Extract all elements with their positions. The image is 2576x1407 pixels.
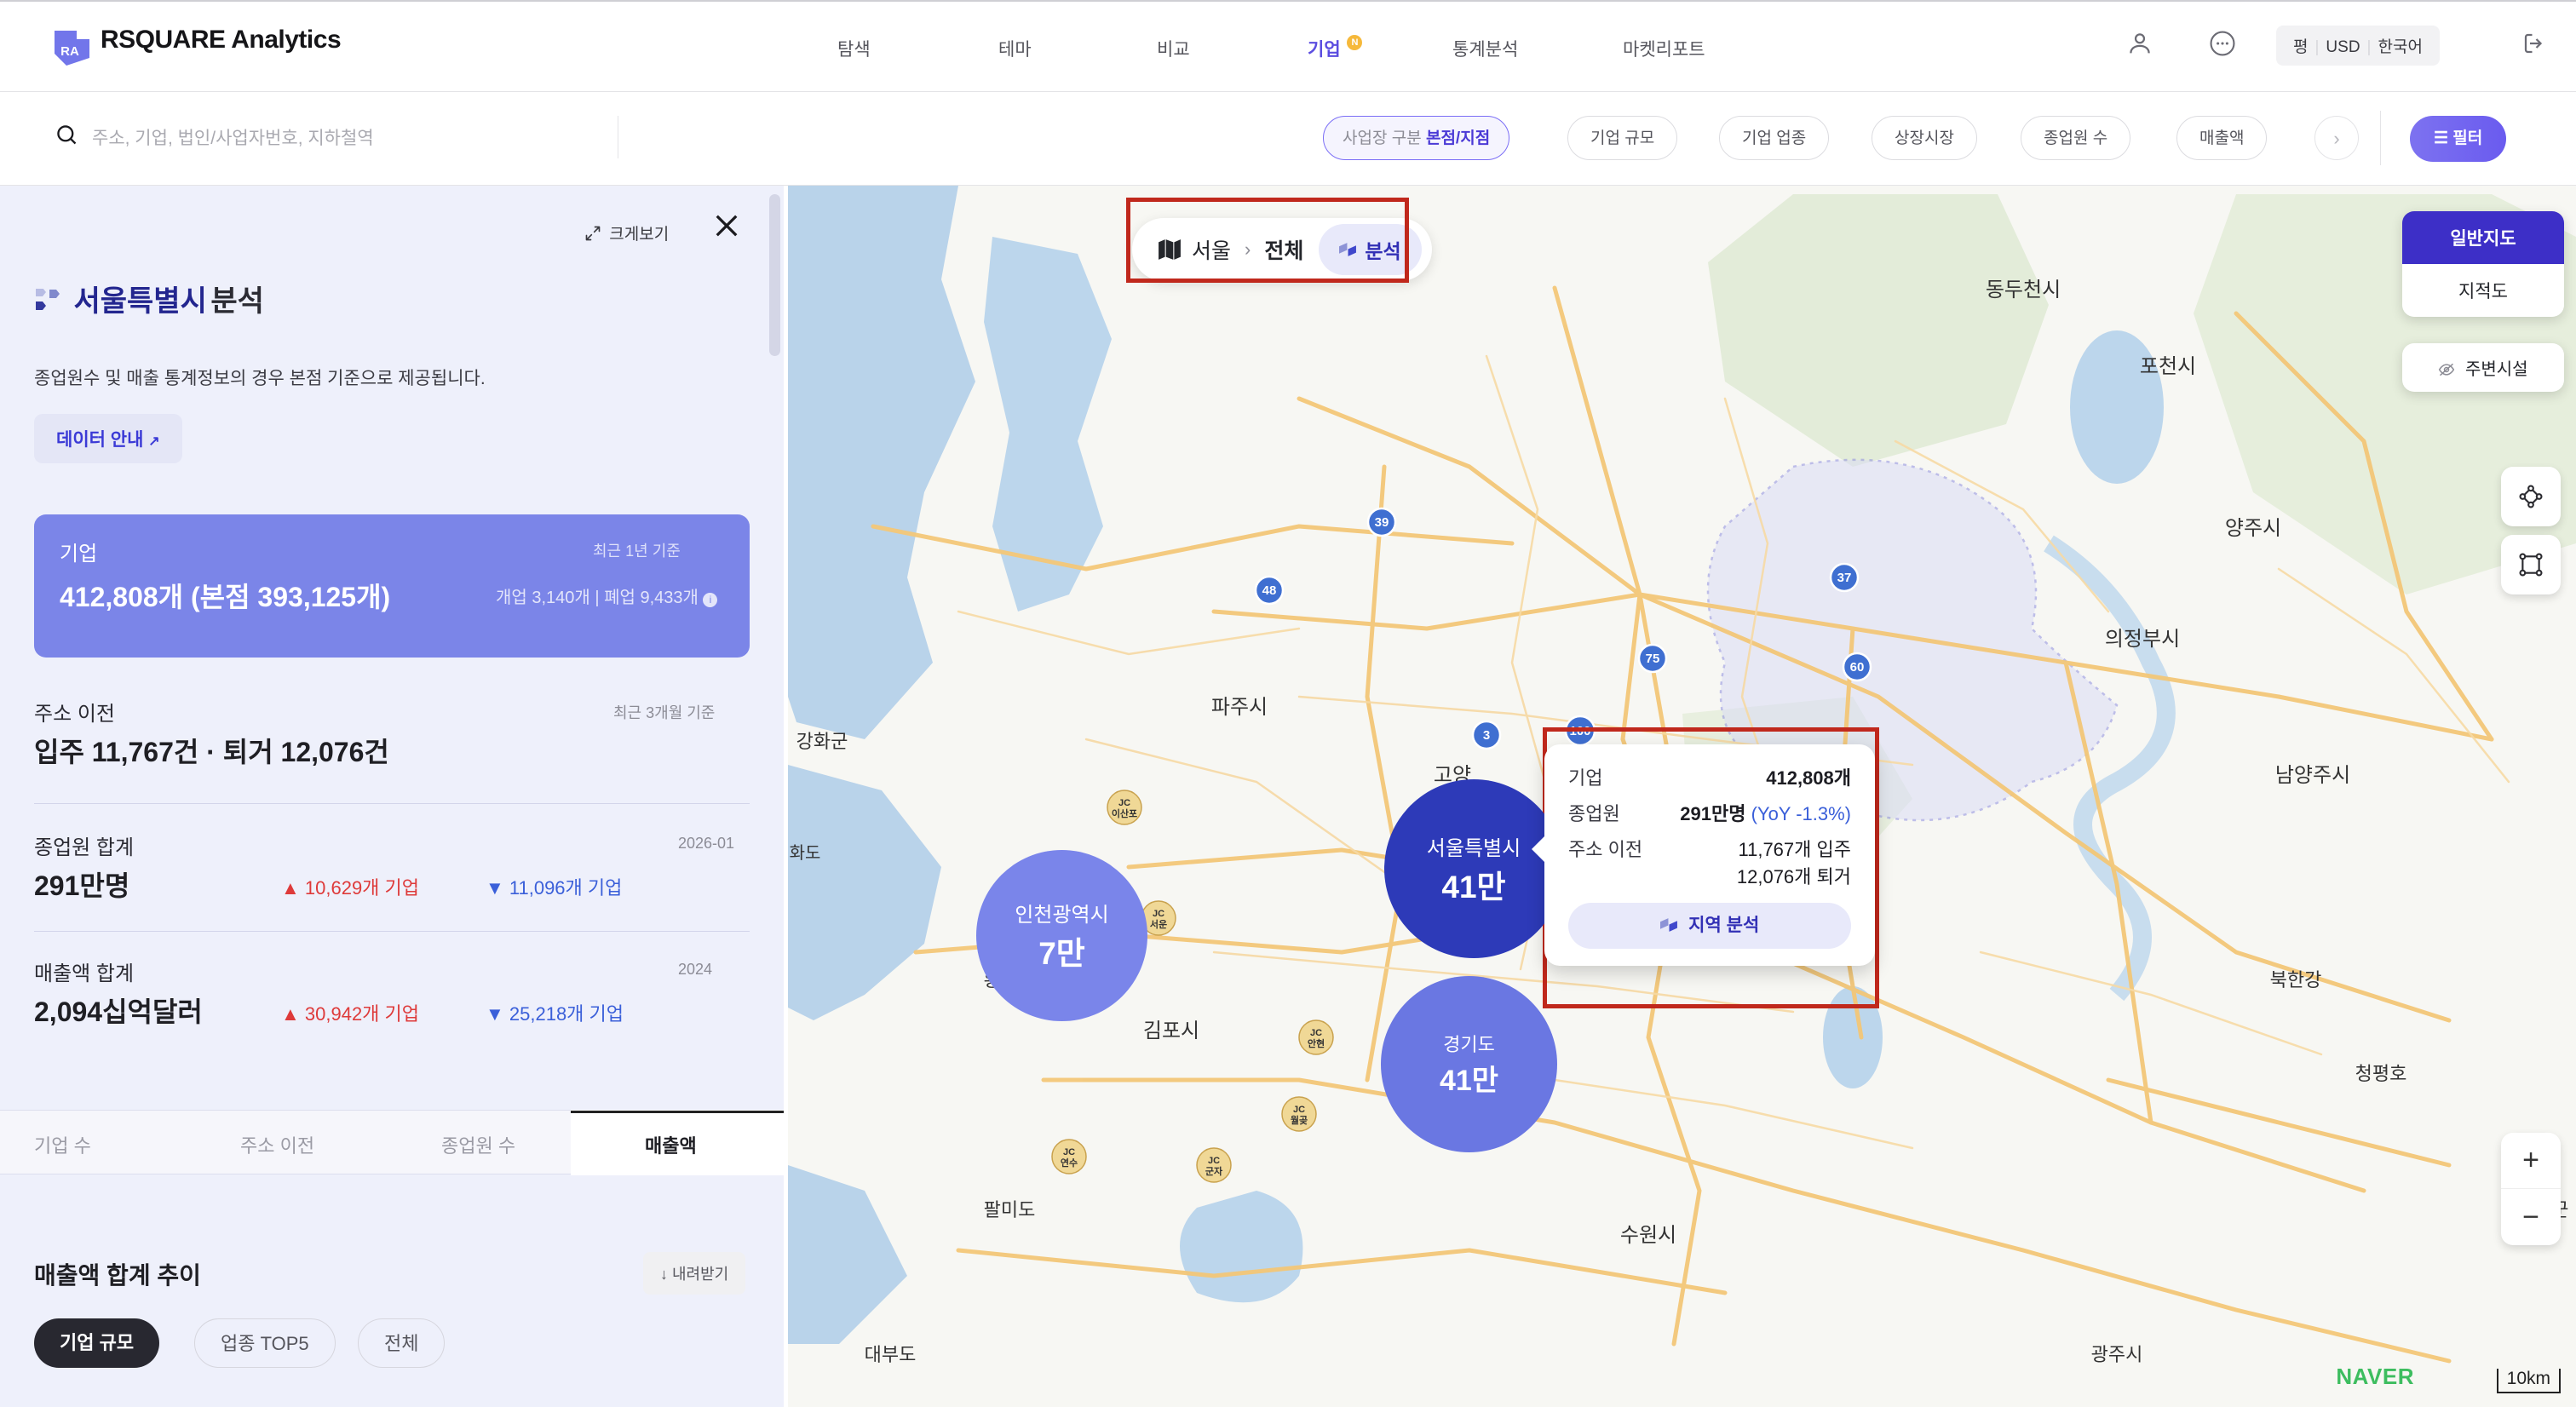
svg-text:강화군: 강화군 — [796, 731, 848, 752]
svg-text:의정부시: 의정부시 — [2105, 628, 2180, 651]
svg-text:팔미도: 팔미도 — [984, 1199, 1036, 1220]
svg-text:군자: 군자 — [1205, 1165, 1223, 1177]
svg-text:광주시: 광주시 — [2091, 1344, 2143, 1365]
svg-text:포천시: 포천시 — [2140, 355, 2196, 378]
svg-text:청평호: 청평호 — [2355, 1063, 2407, 1084]
svg-text:서운: 서운 — [1150, 918, 1167, 930]
svg-text:48: 48 — [1262, 583, 1277, 598]
svg-text:수원시: 수원시 — [1620, 1224, 1676, 1247]
svg-text:60: 60 — [1850, 660, 1865, 675]
svg-text:김포시: 김포시 — [1143, 1019, 1199, 1042]
svg-text:북한강: 북한강 — [2270, 969, 2322, 991]
svg-text:JC: JC — [1293, 1105, 1305, 1115]
svg-text:이산포: 이산포 — [1112, 807, 1137, 819]
svg-text:파주시: 파주시 — [1211, 696, 1268, 719]
svg-text:75: 75 — [1646, 652, 1660, 666]
svg-text:3: 3 — [1483, 728, 1490, 743]
svg-text:JC: JC — [1310, 1028, 1322, 1038]
svg-text:RA: RA — [60, 44, 79, 59]
svg-text:대부도: 대부도 — [865, 1344, 917, 1365]
svg-text:화도: 화도 — [790, 843, 821, 863]
svg-text:월곶: 월곶 — [1291, 1114, 1308, 1126]
svg-text:JC: JC — [1208, 1156, 1220, 1166]
svg-text:39: 39 — [1375, 515, 1389, 530]
svg-text:37: 37 — [1837, 571, 1852, 585]
svg-text:안현: 안현 — [1308, 1037, 1325, 1049]
svg-text:동두천시: 동두천시 — [1986, 279, 2061, 302]
svg-text:JC: JC — [1153, 909, 1164, 919]
svg-text:남양주시: 남양주시 — [2275, 764, 2350, 787]
svg-text:JC: JC — [1118, 798, 1130, 808]
svg-text:연수: 연수 — [1061, 1157, 1078, 1169]
svg-text:100: 100 — [1569, 724, 1590, 738]
svg-text:JC: JC — [1063, 1147, 1075, 1157]
svg-text:양주시: 양주시 — [2225, 517, 2281, 540]
